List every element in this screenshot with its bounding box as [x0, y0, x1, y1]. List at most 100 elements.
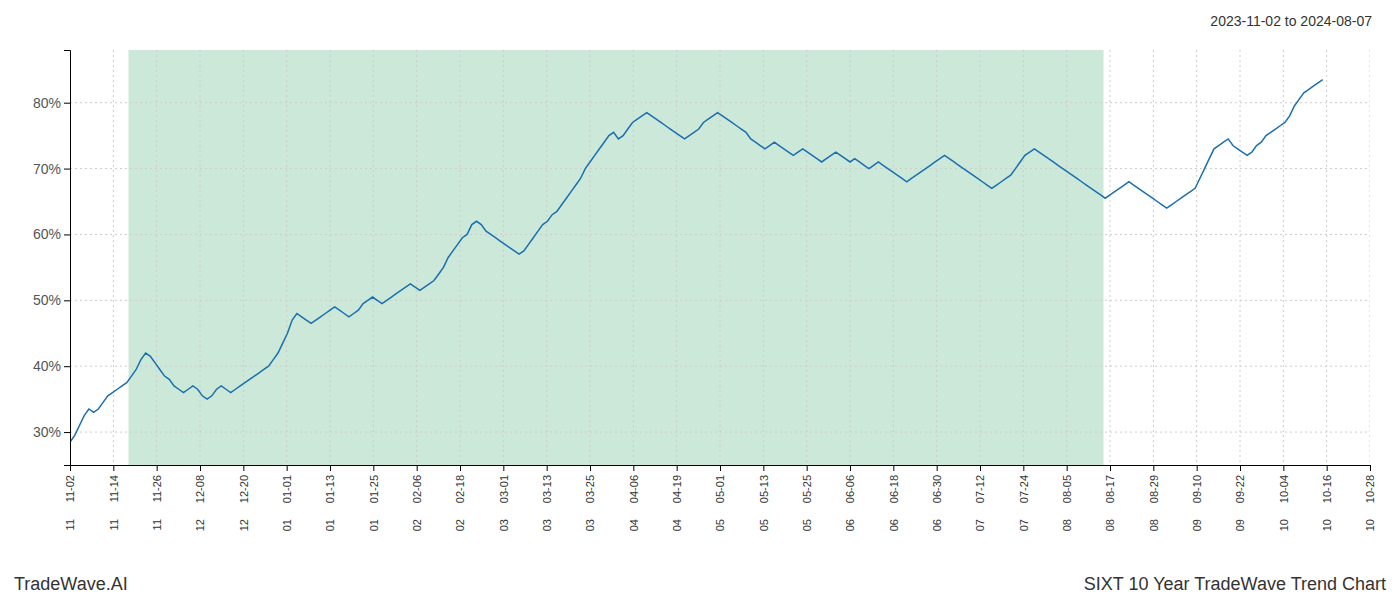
- x-tick: 09-1009: [1191, 465, 1203, 531]
- x-tick-mark: [807, 465, 808, 471]
- x-tick: 03-0103: [498, 465, 510, 531]
- x-tick-label: 08-17: [1104, 475, 1116, 503]
- x-grid-line: [763, 50, 764, 465]
- x-tick-mark: [677, 465, 678, 471]
- x-tick-mark: [893, 465, 894, 471]
- x-tick-label: 06-18: [888, 475, 900, 503]
- x-tick-sublabel: 02: [411, 519, 423, 531]
- x-tick-sublabel: 07: [1018, 519, 1030, 531]
- x-tick-sublabel: 10: [1321, 519, 1333, 531]
- x-tick-sublabel: 06: [844, 519, 856, 531]
- x-tick-mark: [547, 465, 548, 471]
- x-tick-mark: [1327, 465, 1328, 471]
- subtitle: 2023-11-02 to 2024-08-07: [1210, 13, 1372, 29]
- x-tick-mark: [1283, 465, 1284, 471]
- x-tick-sublabel: 12: [238, 519, 250, 531]
- x-tick-sublabel: 08: [1061, 519, 1073, 531]
- x-tick-label: 12-20: [238, 475, 250, 503]
- x-tick-mark: [590, 465, 591, 471]
- x-tick-label: 11-26: [151, 475, 163, 502]
- x-grid-line: [1370, 50, 1371, 465]
- x-grid-line: [893, 50, 894, 465]
- x-tick-mark: [1023, 465, 1024, 471]
- x-tick: 04-0604: [628, 465, 640, 531]
- x-grid-line: [286, 50, 287, 465]
- y-tick-label: 30%: [33, 424, 61, 440]
- x-tick-label: 08-29: [1148, 475, 1160, 503]
- x-tick: 01-25 01: [368, 465, 380, 531]
- x-tick: 01-1301: [324, 465, 336, 531]
- x-tick-sublabel: 01: [368, 519, 380, 531]
- x-tick-sublabel: 12: [194, 519, 206, 531]
- x-tick: 10-1610: [1321, 465, 1333, 531]
- y-grid-line: [70, 168, 1370, 169]
- x-grid-line: [200, 50, 201, 465]
- y-tick-label: 70%: [33, 161, 61, 177]
- x-tick: 04-1904: [671, 465, 683, 531]
- x-axis-line: [71, 466, 1371, 472]
- x-grid-line: [503, 50, 504, 465]
- x-tick-label: 05-25: [801, 475, 813, 503]
- x-tick: 02-1802: [454, 465, 466, 531]
- x-tick-label: 11-14: [108, 475, 120, 502]
- x-grid-line: [1023, 50, 1024, 465]
- x-grid-line: [1196, 50, 1197, 465]
- plot-area: [70, 50, 1370, 465]
- x-tick-label: 05-01: [714, 475, 726, 503]
- y-tick-mark: [64, 300, 70, 301]
- x-tick-sublabel: 06: [931, 519, 943, 531]
- x-tick-sublabel: 05: [714, 519, 726, 531]
- x-tick-mark: [503, 465, 504, 471]
- y-tick-mark: [64, 169, 70, 170]
- x-grid-line: [546, 50, 547, 465]
- x-tick-mark: [460, 465, 461, 471]
- x-tick-sublabel: 08: [1104, 519, 1116, 531]
- x-tick-mark: [373, 465, 374, 471]
- x-tick-label: 01-25: [368, 475, 380, 503]
- x-tick-sublabel: 09: [1191, 519, 1203, 531]
- x-tick-mark: [850, 465, 851, 471]
- x-tick-label: 04-19: [671, 475, 683, 503]
- y-tick: 30%: [33, 424, 70, 440]
- x-tick-label: 02-06: [411, 475, 423, 503]
- x-tick-mark: [1110, 465, 1111, 471]
- x-grid-line: [1326, 50, 1327, 465]
- y-tick-label: 50%: [33, 292, 61, 308]
- x-tick-label: 10-04: [1278, 475, 1290, 503]
- x-grid-line: [113, 50, 114, 465]
- x-grid-line: [590, 50, 591, 465]
- x-tick-sublabel: 10: [1278, 519, 1290, 531]
- y-axis: 30%40%50%60%70%80%: [33, 51, 71, 466]
- x-tick-label: 04-06: [628, 475, 640, 503]
- x-tick: 08-17 08: [1104, 465, 1116, 531]
- x-tick-mark: [1153, 465, 1154, 471]
- x-tick-label: 01-01: [281, 475, 293, 503]
- x-tick: 03-1303: [541, 465, 553, 531]
- x-tick-sublabel: 06: [888, 519, 900, 531]
- x-tick-label: 10-28: [1364, 475, 1376, 503]
- x-grid-line: [806, 50, 807, 465]
- x-tick-sublabel: 03: [584, 519, 596, 531]
- x-tick-label: 02-18: [454, 475, 466, 503]
- title: SIXT 10 Year TradeWave Trend Chart: [1084, 574, 1386, 594]
- x-tick: 09-2209: [1234, 465, 1246, 531]
- x-tick-sublabel: 05: [801, 519, 813, 531]
- x-tick-mark: [243, 465, 244, 471]
- x-grid-line: [243, 50, 244, 465]
- x-tick-label: 07-24: [1018, 475, 1030, 503]
- x-tick-mark: [720, 465, 721, 471]
- x-grid-line: [373, 50, 374, 465]
- x-tick: 10-28 10: [1364, 465, 1376, 531]
- x-grid-line: [633, 50, 634, 465]
- x-tick: 06-18 06: [888, 465, 900, 531]
- x-tick-label: 09-22: [1234, 475, 1246, 503]
- x-tick: 08-0508: [1061, 465, 1073, 531]
- x-tick-sublabel: 01: [324, 519, 336, 531]
- x-tick-sublabel: 10: [1364, 519, 1376, 531]
- x-tick-mark: [937, 465, 938, 471]
- y-tick-mark: [64, 366, 70, 367]
- x-tick-label: 03-13: [541, 475, 553, 503]
- x-tick: 11-2611: [151, 465, 163, 530]
- x-grid-line: [1283, 50, 1284, 465]
- annotation: TradeWave.AI: [14, 574, 128, 594]
